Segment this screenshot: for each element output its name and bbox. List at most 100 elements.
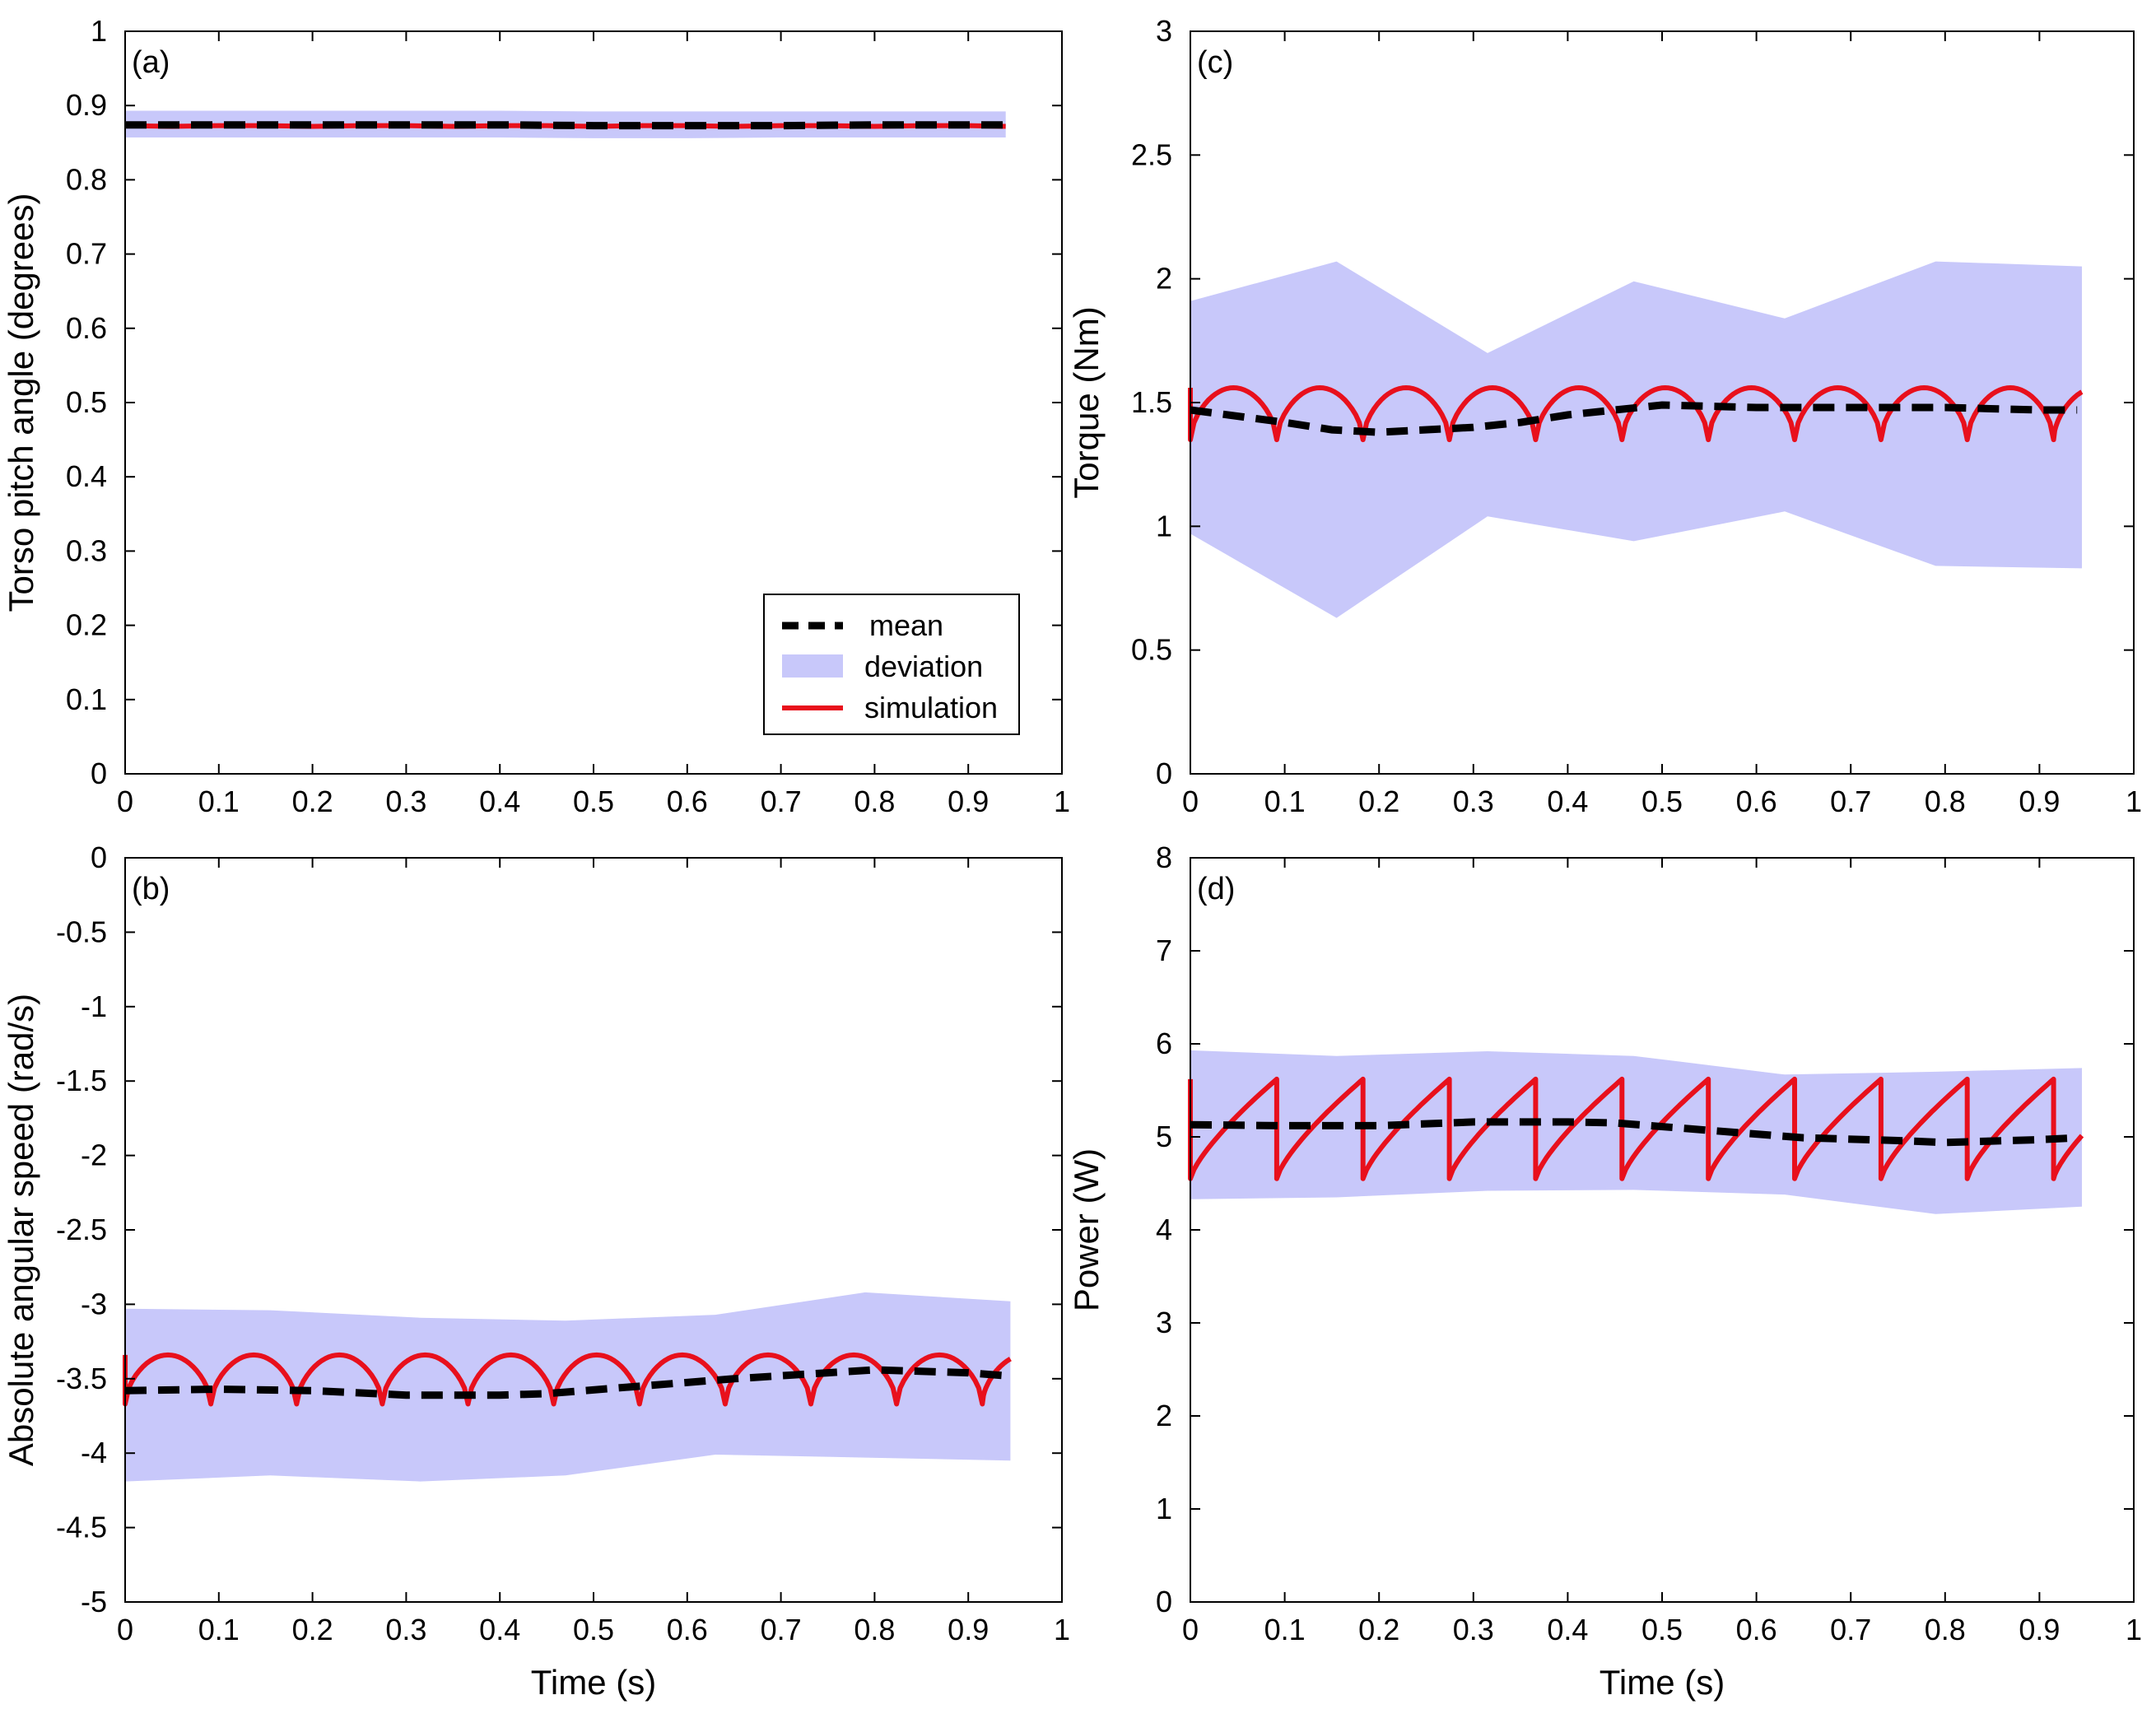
y-tick-label: 0 <box>91 841 107 874</box>
x-tick-label: 0.2 <box>292 785 333 818</box>
x-tick-label: 0.7 <box>761 1613 802 1646</box>
legend: mean deviation simulation <box>763 594 1020 735</box>
plot-frame <box>1190 857 2135 1603</box>
x-tick-label: 0.1 <box>1264 1613 1306 1646</box>
y-tick-label: -5 <box>81 1585 107 1618</box>
x-tick-label: 0.9 <box>2019 1613 2060 1646</box>
y-tick-label: 0.3 <box>66 533 107 567</box>
x-tick-label: 0.4 <box>479 785 520 818</box>
y-axis-label: Absolute angular speed (rad/s) <box>2 994 40 1466</box>
y-tick-label: -3 <box>81 1287 107 1320</box>
plot-frame <box>124 857 1063 1603</box>
mean-series-line <box>125 121 1006 130</box>
panel-tag: (a) <box>132 45 170 80</box>
y-axis-label: Power (W) <box>1067 1148 1106 1311</box>
panel-a: 0 0.1 0.2 0.3 0.4 0.5 0.6 0.7 0.8 0.9 1 0 0.1 0.2 0.3 0… <box>2 14 1070 818</box>
x-tick-label: 0.9 <box>2019 785 2060 818</box>
y-tick-label: 3 <box>1156 14 1172 48</box>
panel-d: 0 0.1 0.2 0.3 0.4 0.5 0.6 0.7 0.8 0.9 1 0 1 2 3 4 5 6 7 8 (d… <box>1067 841 2142 1702</box>
x-tick-label: 0.9 <box>948 1613 989 1646</box>
x-tick-label: 1 <box>2126 785 2142 818</box>
y-tick-label: -4.5 <box>56 1511 107 1544</box>
y-tick-label: 0 <box>91 757 107 790</box>
deviation-band <box>1190 261 2082 618</box>
panel-b: 0 0.1 0.2 0.3 0.4 0.5 0.6 0.7 0.8 0.9 1 0 -0.5 -1 -1.5… <box>2 841 1070 1702</box>
legend-simulation-label: simulation <box>864 691 998 724</box>
mean-series-line <box>1190 401 2078 436</box>
x-tick-label: 0.8 <box>1925 785 1966 818</box>
y-tick-label: 1 <box>1156 1492 1172 1525</box>
y-tick-label: -3.5 <box>56 1362 107 1395</box>
x-tick-label: 0.8 <box>854 1613 895 1646</box>
y-tick-label: 0.7 <box>66 237 107 271</box>
y-tick-label: 3 <box>1156 1306 1172 1339</box>
x-tick-label: 0.1 <box>1264 785 1306 818</box>
x-tick-label: 1 <box>1054 1613 1070 1646</box>
legend-deviation-swatch <box>782 654 843 678</box>
panel-c: 0 0.1 0.2 0.3 0.4 0.5 0.6 0.7 0.8 0.9 1 0 0.5 1 1.5 2 2.… <box>1067 14 2142 818</box>
y-tick-label: 8 <box>1156 841 1172 874</box>
x-tick-label: 0.4 <box>479 1613 520 1646</box>
x-tick-label: 0.5 <box>573 1613 614 1646</box>
y-tick-label: 2.5 <box>1131 137 1172 171</box>
x-tick-label: 0 <box>117 785 133 818</box>
y-tick-label: -1.5 <box>56 1064 107 1097</box>
x-tick-label: 0 <box>1182 1613 1199 1646</box>
x-tick-label: 0.3 <box>1453 1613 1494 1646</box>
legend-mean-label: mean <box>869 608 943 642</box>
x-tick-label: 0.8 <box>854 785 895 818</box>
y-tick-label: -1 <box>81 990 107 1023</box>
deviation-band <box>125 1292 1011 1482</box>
y-tick-label: 0.5 <box>66 385 107 419</box>
mean-series-line <box>124 1366 1007 1399</box>
legend-deviation-label: deviation <box>864 650 983 683</box>
x-tick-label: 0.8 <box>1925 1613 1966 1646</box>
x-tick-label: 0.4 <box>1547 1613 1588 1646</box>
y-tick-label: 0.6 <box>66 311 107 345</box>
mean-series-line <box>1190 1118 2078 1147</box>
x-tick-label: 0.3 <box>385 1613 426 1646</box>
simulation-series-line <box>123 1352 1012 1407</box>
y-tick-label: 6 <box>1156 1027 1172 1060</box>
x-tick-label: 0.5 <box>573 785 614 818</box>
panel-tag: (d) <box>1197 872 1235 906</box>
x-tick-label: 0.5 <box>1641 1613 1683 1646</box>
deviation-band <box>1190 1050 2082 1214</box>
y-tick-label: 7 <box>1156 934 1172 967</box>
y-tick-label: -2 <box>81 1139 107 1172</box>
x-tick-label: 0.6 <box>667 785 708 818</box>
y-axis-label: Torque (Nm) <box>1067 306 1106 498</box>
x-tick-label: 1 <box>1054 785 1070 818</box>
y-tick-label: 0.5 <box>1131 633 1172 667</box>
y-tick-label: 1 <box>1156 509 1172 543</box>
y-tick-label: -2.5 <box>56 1213 107 1246</box>
x-tick-label: 1 <box>2126 1613 2142 1646</box>
x-tick-label: 0.4 <box>1547 785 1588 818</box>
x-tick-label: 0.7 <box>1830 1613 1871 1646</box>
y-tick-label: 0.2 <box>66 608 107 642</box>
y-tick-label: 1 <box>91 14 107 48</box>
x-tick-label: 0.6 <box>1736 785 1777 818</box>
panel-tag: (c) <box>1197 45 1233 80</box>
y-tick-label: 2 <box>1156 262 1172 296</box>
x-tick-label: 0.1 <box>198 1613 240 1646</box>
simulation-series-line <box>1188 1076 2084 1181</box>
y-tick-label: 0.8 <box>66 162 107 196</box>
x-tick-label: 0.3 <box>1453 785 1494 818</box>
x-axis-label: Time (s) <box>1600 1663 1725 1702</box>
y-tick-label: 0.1 <box>66 682 107 716</box>
x-tick-label: 0.3 <box>385 785 426 818</box>
y-tick-label: -4 <box>81 1436 107 1469</box>
x-tick-label: 0.6 <box>1736 1613 1777 1646</box>
y-axis-label: Torso pitch angle (degrees) <box>2 193 40 612</box>
x-tick-label: 0.2 <box>292 1613 333 1646</box>
y-tick-label: 0 <box>1156 1585 1172 1618</box>
y-tick-label: 0.4 <box>66 459 107 493</box>
x-tick-label: 0.7 <box>761 785 802 818</box>
y-tick-label: 2 <box>1156 1399 1172 1432</box>
x-tick-label: 0.1 <box>198 785 240 818</box>
y-tick-label: 5 <box>1156 1120 1172 1153</box>
x-tick-label: 0.9 <box>948 785 989 818</box>
x-tick-label: 0 <box>117 1613 133 1646</box>
